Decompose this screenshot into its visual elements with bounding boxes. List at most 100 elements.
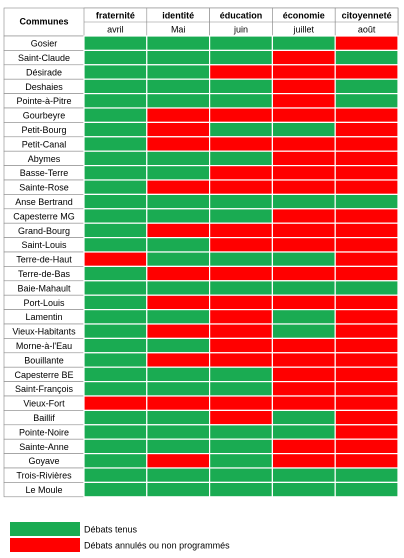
status-cell (146, 280, 211, 296)
status-cell (146, 381, 211, 397)
status-cell (334, 467, 399, 483)
commune-name: Sainte-Rose (19, 183, 69, 193)
column-title: identité (162, 10, 194, 20)
legend-swatch (10, 538, 80, 552)
status-cell (271, 323, 336, 339)
status-cell (146, 366, 211, 383)
status-cell (83, 438, 148, 455)
commune-name: Abymes (28, 154, 61, 164)
column-title: fraternité (96, 10, 135, 20)
status-cell (146, 165, 211, 181)
status-cell (146, 208, 211, 224)
status-cell (334, 265, 399, 282)
status-cell (334, 35, 399, 51)
status-cell (209, 179, 274, 195)
commune-name: Baillif (33, 413, 55, 423)
status-cell (146, 395, 211, 411)
status-cell (271, 309, 336, 325)
status-cell (334, 208, 399, 224)
status-cell (83, 395, 148, 411)
status-cell (334, 280, 399, 296)
status-cell (146, 323, 211, 339)
commune-name: Gourbeyre (23, 111, 66, 121)
status-cell (271, 337, 336, 354)
status-cell (83, 265, 148, 282)
status-cell (146, 453, 211, 469)
commune-name: Saint-François (15, 384, 74, 394)
column-month: Mai (171, 24, 186, 34)
status-cell (146, 409, 211, 426)
commune-name: Sainte-Anne (19, 442, 69, 452)
status-cell (271, 237, 336, 253)
status-cell (334, 193, 399, 210)
status-cell (334, 395, 399, 411)
status-cell (334, 49, 399, 66)
status-cell (209, 121, 274, 138)
status-cell (209, 35, 274, 51)
status-cell (209, 150, 274, 167)
commune-name: Gosier (31, 39, 58, 49)
status-cell (209, 409, 274, 426)
status-cell (271, 222, 336, 239)
status-cell (209, 208, 274, 224)
status-cell (271, 208, 336, 224)
status-cell (83, 92, 148, 109)
status-cell (146, 309, 211, 325)
commune-name: Morne-à-l'Eau (16, 341, 72, 351)
status-cell (83, 352, 148, 368)
commune-name: Saint-Claude (18, 53, 70, 63)
status-cell (271, 352, 336, 368)
status-cell (334, 107, 399, 123)
status-cell (146, 78, 211, 95)
status-cell (209, 381, 274, 397)
status-cell (83, 467, 148, 483)
status-cell (334, 136, 399, 152)
status-cell (146, 193, 211, 210)
status-cell (271, 193, 336, 210)
status-cell (83, 136, 148, 152)
status-cell (209, 251, 274, 267)
status-cell (271, 49, 336, 66)
commune-name: Saint-Louis (21, 240, 67, 250)
status-cell (146, 424, 211, 440)
status-cell (271, 366, 336, 383)
commune-name: Petit-Bourg (21, 125, 66, 135)
status-cell (83, 121, 148, 138)
status-cell (83, 78, 148, 95)
status-cell (334, 251, 399, 267)
status-cell (271, 35, 336, 51)
status-cell (146, 352, 211, 368)
status-cell (209, 424, 274, 440)
status-cell (271, 150, 336, 167)
column-title: économie (283, 10, 325, 20)
status-cell (209, 136, 274, 152)
status-cell (271, 395, 336, 411)
status-cell (146, 121, 211, 138)
status-cell (83, 222, 148, 239)
status-cell (209, 107, 274, 123)
status-cell (334, 78, 399, 95)
status-cell (271, 481, 336, 498)
status-cell (83, 49, 148, 66)
status-cell (334, 294, 399, 311)
status-cell (334, 438, 399, 455)
status-cell (209, 337, 274, 354)
status-cell (83, 323, 148, 339)
status-cell (146, 179, 211, 195)
status-cell (209, 438, 274, 455)
status-cell (334, 323, 399, 339)
status-cell (271, 92, 336, 109)
status-cell (83, 64, 148, 80)
column-month: juillet (293, 24, 315, 34)
status-cell (146, 107, 211, 123)
status-cell (146, 136, 211, 152)
commune-name: Anse Bertrand (15, 197, 73, 207)
status-cell (209, 352, 274, 368)
column-month: avril (107, 24, 124, 34)
status-cell (83, 381, 148, 397)
status-cell (83, 165, 148, 181)
status-cell (146, 481, 211, 498)
commune-name: Lamentin (25, 312, 62, 322)
commune-name: Désirade (26, 67, 62, 77)
status-cell (271, 179, 336, 195)
